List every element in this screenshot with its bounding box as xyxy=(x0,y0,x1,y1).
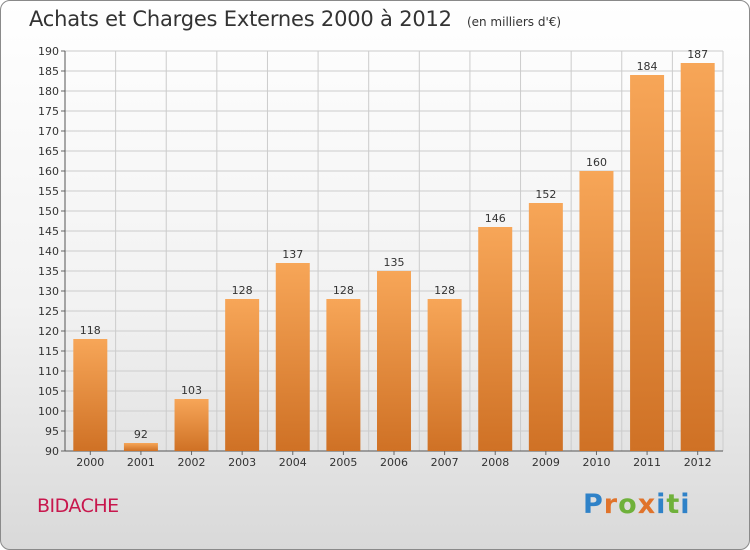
y-tick-label: 145 xyxy=(38,225,59,238)
y-tick-label: 160 xyxy=(38,165,59,178)
y-tick-label: 120 xyxy=(38,325,59,338)
x-tick-label: 2012 xyxy=(684,456,712,469)
chart-unit-text: (en milliers d'€) xyxy=(466,15,562,29)
bar xyxy=(478,227,513,451)
bar xyxy=(174,399,209,451)
x-tick-label: 2004 xyxy=(279,456,307,469)
bar xyxy=(680,63,715,451)
x-tick-label: 2010 xyxy=(582,456,610,469)
y-tick-label: 90 xyxy=(45,445,59,458)
y-tick-label: 165 xyxy=(38,145,59,158)
bar xyxy=(123,443,158,451)
logo-letter: P xyxy=(583,489,604,520)
logo-letter: o xyxy=(618,489,638,520)
y-tick-label: 115 xyxy=(38,345,59,358)
chart-title: Achats et Charges Externes 2000 à 2012 (… xyxy=(29,7,561,31)
data-label: 92 xyxy=(134,428,148,441)
bars xyxy=(73,63,715,451)
proxiti-logo[interactable]: Proxiti xyxy=(583,489,691,520)
y-tick-label: 180 xyxy=(38,85,59,98)
y-tick-label: 150 xyxy=(38,205,59,218)
y-tick-label: 175 xyxy=(38,105,59,118)
data-label: 128 xyxy=(232,284,253,297)
bar xyxy=(528,203,563,451)
bar xyxy=(427,299,462,451)
logo-letter: x xyxy=(637,489,657,520)
chart-title-text: Achats et Charges Externes 2000 à 2012 xyxy=(29,7,452,31)
labels: 90 95 100 105 110 115 120 125 130 135 140 145 150 155… xyxy=(38,45,712,469)
bar xyxy=(73,339,108,451)
y-tick-label: 100 xyxy=(38,405,59,418)
x-tick-label: 2007 xyxy=(431,456,459,469)
data-label: 128 xyxy=(434,284,455,297)
data-label: 137 xyxy=(282,248,303,261)
y-tick-label: 135 xyxy=(38,265,59,278)
x-tick-label: 2003 xyxy=(228,456,256,469)
x-tick-label: 2008 xyxy=(481,456,509,469)
data-label: 118 xyxy=(80,324,101,337)
data-label: 128 xyxy=(333,284,354,297)
logo-letter: t xyxy=(666,489,681,520)
x-tick-label: 2006 xyxy=(380,456,408,469)
y-tick-label: 185 xyxy=(38,65,59,78)
y-tick-label: 125 xyxy=(38,305,59,318)
bar xyxy=(579,171,614,451)
x-tick-label: 2002 xyxy=(178,456,206,469)
bar xyxy=(275,263,310,451)
y-tick-label: 170 xyxy=(38,125,59,138)
data-label: 152 xyxy=(535,188,556,201)
bar xyxy=(326,299,361,451)
x-tick-label: 2009 xyxy=(532,456,560,469)
logo-letter: i xyxy=(680,489,691,520)
y-tick-label: 95 xyxy=(45,425,59,438)
data-label: 103 xyxy=(181,384,202,397)
y-tick-label: 155 xyxy=(38,185,59,198)
bar xyxy=(377,271,411,451)
data-label: 146 xyxy=(485,212,506,225)
y-tick-label: 140 xyxy=(38,245,59,258)
y-tick-label: 110 xyxy=(38,365,59,378)
commune-name: BIDACHE xyxy=(37,495,119,517)
data-label: 135 xyxy=(384,256,405,269)
y-tick-label: 190 xyxy=(38,45,59,58)
x-tick-label: 2000 xyxy=(76,456,104,469)
logo-letter: r xyxy=(603,489,619,520)
data-label: 184 xyxy=(637,60,658,73)
x-tick-label: 2011 xyxy=(633,456,661,469)
x-tick-label: 2005 xyxy=(329,456,357,469)
bar xyxy=(225,299,260,451)
logo-letter: i xyxy=(656,489,667,520)
data-label: 160 xyxy=(586,156,607,169)
bar xyxy=(630,75,665,451)
y-tick-label: 130 xyxy=(38,285,59,298)
x-tick-label: 2001 xyxy=(127,456,155,469)
y-tick-label: 105 xyxy=(38,385,59,398)
data-label: 187 xyxy=(687,48,708,61)
